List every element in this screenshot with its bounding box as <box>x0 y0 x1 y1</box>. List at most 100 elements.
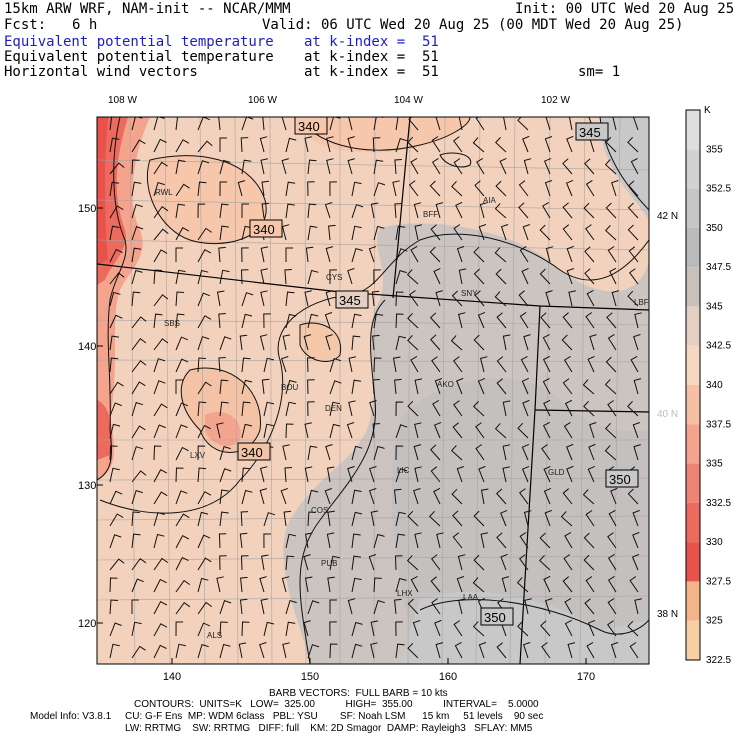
wind-barb <box>284 467 293 483</box>
wind-barb <box>632 531 640 549</box>
wind-barb <box>478 642 487 659</box>
wind-barb <box>473 510 485 527</box>
wind-barb <box>395 643 405 659</box>
wind-barb <box>519 311 529 329</box>
field-level-1: at k-index = 51 <box>304 34 439 50</box>
wind-barb <box>494 247 507 263</box>
wind-barb <box>585 179 595 197</box>
wind-barb <box>562 202 573 219</box>
wind-barb <box>175 579 191 593</box>
station-als: ALS <box>207 631 222 640</box>
grid-x-170: 170 <box>577 671 595 683</box>
wind-barb <box>586 641 595 659</box>
wind-barb <box>474 180 485 197</box>
colorbar-swatch <box>686 227 700 268</box>
wind-barb <box>429 334 441 351</box>
wind-barb <box>109 423 121 439</box>
wind-barb <box>539 532 551 549</box>
wind-barb <box>395 248 408 263</box>
wind-barb <box>219 225 229 241</box>
colorbar-swatch <box>686 502 700 543</box>
wind-barb <box>584 598 595 615</box>
wind-barb <box>347 268 355 285</box>
wind-barb <box>562 488 573 505</box>
wind-barb <box>153 228 169 241</box>
wind-barb <box>521 267 529 285</box>
wind-barb <box>607 553 617 571</box>
wind-barb <box>281 117 287 131</box>
wind-barb <box>131 203 143 219</box>
wind-barb <box>175 424 188 439</box>
wind-barb <box>240 511 249 527</box>
wind-barb <box>324 312 333 329</box>
wind-barb <box>475 422 485 439</box>
wind-barb <box>153 403 168 417</box>
wind-barb <box>458 598 466 615</box>
wind-barb <box>583 202 595 219</box>
wind-barb <box>395 225 406 241</box>
wind-barb <box>280 488 288 505</box>
wind-barb <box>153 511 165 527</box>
wind-barb <box>219 379 229 395</box>
wind-barb <box>241 621 250 637</box>
wind-barb <box>131 360 147 373</box>
wind-barb <box>153 644 167 659</box>
wind-barb <box>109 225 120 241</box>
wind-barb <box>285 137 297 153</box>
wind-barb <box>566 268 575 285</box>
wind-barb <box>410 157 419 175</box>
wind-barb <box>216 290 225 307</box>
wind-barb <box>307 203 317 219</box>
wind-barb <box>429 246 441 263</box>
wind-barb <box>566 245 574 263</box>
wind-barb <box>239 334 248 351</box>
wind-barb <box>606 620 617 637</box>
wind-barb <box>131 533 141 549</box>
wind-barb <box>175 269 186 285</box>
wind-barb <box>131 381 146 395</box>
wind-barb <box>605 356 617 373</box>
wind-barb <box>326 532 335 549</box>
wind-barb <box>564 399 573 417</box>
wind-barb <box>612 117 617 131</box>
wind-barb <box>153 294 169 307</box>
wind-barb <box>456 377 464 395</box>
wind-barb <box>153 358 166 373</box>
wind-barb <box>434 378 443 395</box>
wind-barb <box>260 598 269 615</box>
wind-barb <box>631 553 640 571</box>
wind-barb <box>109 162 125 175</box>
wind-barb <box>327 510 335 527</box>
lat-label-40n: 40 N <box>657 409 678 420</box>
wind-barb <box>495 488 507 505</box>
wind-barb <box>197 249 212 263</box>
colorbar-level-label: 342.5 <box>706 341 731 352</box>
wind-barb <box>197 203 206 219</box>
wind-barb <box>522 399 530 417</box>
wind-barb <box>351 489 362 505</box>
wind-barb <box>347 466 355 483</box>
wind-barb <box>632 509 640 527</box>
wind-barb <box>327 576 335 593</box>
wind-barb <box>307 225 318 241</box>
wind-barb <box>371 290 380 307</box>
wind-barb <box>430 576 441 593</box>
forecast-hour: 6 h <box>72 17 98 33</box>
wind-barb <box>543 487 552 505</box>
wind-barb <box>259 576 267 593</box>
wind-barb <box>175 291 185 307</box>
wind-barb <box>453 136 463 153</box>
wind-barb <box>241 292 254 307</box>
wind-barb <box>131 511 140 527</box>
wind-barb <box>329 555 340 571</box>
wind-barb <box>238 642 247 659</box>
wind-barb <box>241 357 251 373</box>
wind-barb <box>109 490 123 505</box>
wind-barb <box>153 445 162 461</box>
wind-barb <box>429 312 441 329</box>
wind-barb <box>372 423 381 439</box>
wind-barb <box>175 313 185 329</box>
wind-barb <box>304 136 312 153</box>
wind-barb <box>412 620 421 637</box>
wind-barb <box>197 181 207 197</box>
